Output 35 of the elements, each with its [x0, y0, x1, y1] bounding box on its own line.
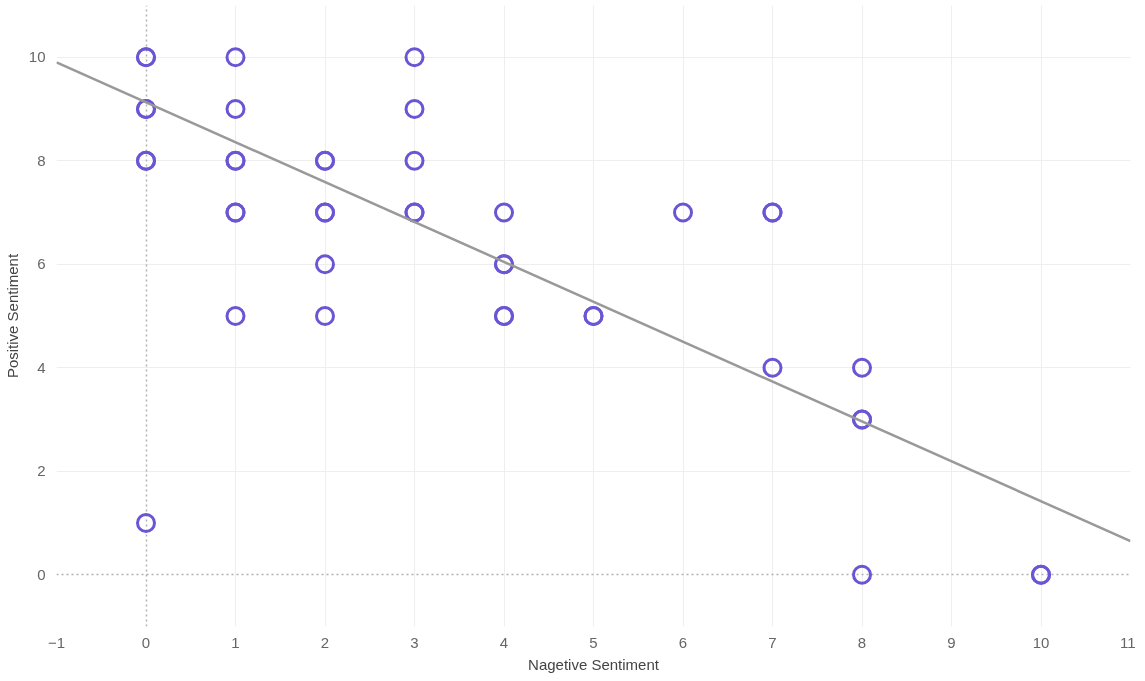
point — [225, 47, 246, 68]
y-axis-title: Positive Sentiment — [3, 253, 21, 379]
x-tick-label: 9 — [947, 633, 956, 651]
y-tick-label: 0 — [37, 565, 46, 583]
y-tick-label: 10 — [28, 48, 46, 66]
x-tick-label: 11 — [1119, 633, 1136, 651]
point — [225, 306, 246, 326]
point — [673, 202, 693, 223]
x-tick-label: 3 — [410, 633, 419, 651]
x-tick-label: 2 — [320, 633, 330, 651]
x-tick-label: 4 — [499, 633, 509, 651]
point — [494, 202, 514, 223]
point — [404, 99, 425, 119]
x-tick-label: −1 — [47, 633, 66, 651]
x-tick-label: 1 — [231, 633, 240, 651]
x-tick-label: 6 — [678, 633, 688, 651]
x-tick-label: 8 — [857, 633, 867, 651]
point — [852, 564, 872, 585]
point — [136, 513, 156, 533]
x-tick-label: 7 — [768, 633, 777, 651]
x-tick-label: 0 — [141, 633, 151, 651]
y-tick-label: 6 — [37, 255, 46, 273]
x-tick-label: 10 — [1032, 633, 1050, 651]
point — [762, 357, 783, 378]
point — [852, 357, 872, 378]
point — [315, 306, 335, 326]
y-tick-label: 4 — [37, 358, 46, 376]
y-tick-label: 2 — [37, 462, 46, 480]
x-tick-label: 5 — [589, 633, 598, 651]
x-axis-title: Nagetive Sentiment — [528, 655, 660, 673]
point — [404, 47, 425, 68]
point — [404, 150, 425, 171]
y-tick-label: 8 — [37, 151, 46, 169]
point — [315, 254, 335, 275]
point — [225, 99, 246, 119]
